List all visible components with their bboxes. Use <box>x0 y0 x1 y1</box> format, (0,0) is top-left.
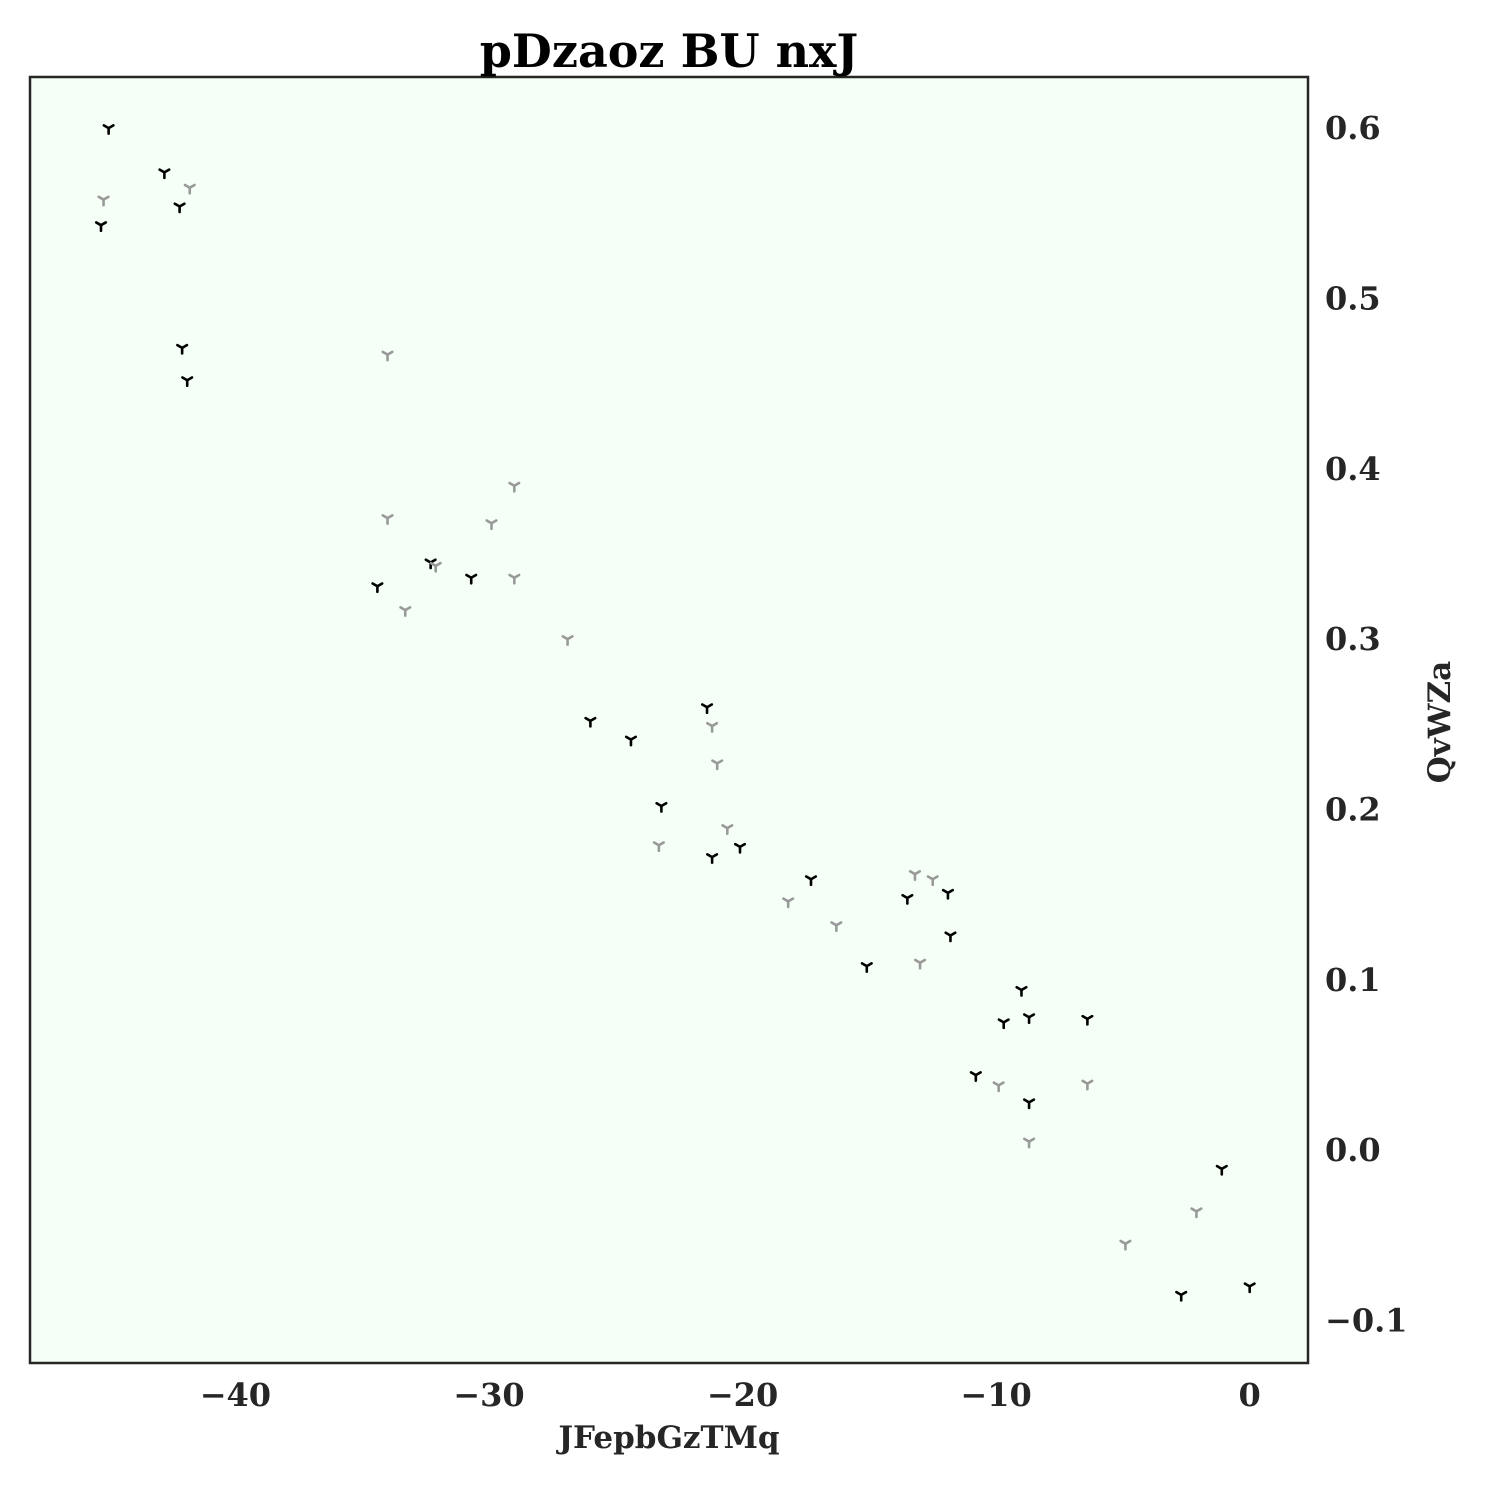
x-tick-label: −20 <box>707 1376 778 1414</box>
data-point-s1-3 <box>381 514 394 525</box>
data-point-s0-8 <box>371 582 384 594</box>
y-tick-label: 0.5 <box>1325 279 1381 317</box>
plot-frame <box>28 75 1310 1365</box>
data-point-s0-3 <box>94 221 108 232</box>
data-point-s1-16 <box>908 870 922 881</box>
y-tick-label: 0.3 <box>1325 620 1381 658</box>
x-tick-label: −10 <box>960 1376 1031 1414</box>
data-point-s0-7 <box>465 573 478 585</box>
data-point-s1-10 <box>706 721 719 733</box>
data-point-s0-18 <box>944 931 957 943</box>
data-point-s1-20 <box>1081 1079 1094 1091</box>
data-point-s0-25 <box>1023 1098 1036 1110</box>
data-point-s1-9 <box>561 635 574 646</box>
data-point-s0-19 <box>860 962 873 973</box>
data-point-s1-11 <box>711 759 724 771</box>
data-point-s1-5 <box>485 519 498 531</box>
data-point-s0-26 <box>1215 1164 1228 1176</box>
data-point-s1-21 <box>1023 1137 1036 1149</box>
data-point-s1-12 <box>721 824 734 835</box>
x-axis-label: JFepbGzTMq <box>555 1420 779 1456</box>
data-point-s1-13 <box>652 841 665 852</box>
data-point-s1-15 <box>830 921 843 933</box>
data-point-s1-0 <box>97 195 110 207</box>
data-point-s1-18 <box>913 958 927 970</box>
data-point-s1-19 <box>992 1081 1005 1093</box>
data-point-s0-21 <box>997 1018 1010 1030</box>
data-point-s0-24 <box>969 1071 982 1082</box>
data-point-s0-27 <box>1175 1290 1188 1302</box>
data-point-s0-12 <box>655 801 668 813</box>
data-point-s0-17 <box>941 888 954 900</box>
data-point-s0-23 <box>1081 1014 1094 1026</box>
x-tick-label: 0 <box>1239 1376 1261 1414</box>
data-point-s0-1 <box>158 168 171 180</box>
data-point-s1-22 <box>1190 1207 1203 1219</box>
y-axis-label: QvWZa <box>1422 661 1458 784</box>
data-point-s0-16 <box>901 893 914 905</box>
data-point-s1-1 <box>183 183 196 195</box>
y-tick-label: 0.0 <box>1325 1131 1381 1169</box>
data-point-s0-20 <box>1015 985 1028 997</box>
data-point-s0-0 <box>102 124 115 135</box>
y-axis-ticks: −0.1 0.0 0.1 0.2 0.3 0.4 0.5 0.6 <box>1325 109 1407 1339</box>
x-axis-ticks: −40 −30 −20 −10 0 <box>200 1376 1261 1414</box>
data-point-s0-9 <box>584 716 597 728</box>
data-points <box>94 124 1256 1302</box>
chart-title: pDzaoz BU nxJ <box>480 24 858 78</box>
plot-area <box>30 77 1308 1363</box>
y-tick-label: 0.4 <box>1325 450 1381 488</box>
x-tick-label: −30 <box>453 1376 524 1414</box>
data-point-s0-10 <box>624 735 638 747</box>
data-point-s0-13 <box>733 842 747 854</box>
data-point-s0-11 <box>700 703 714 715</box>
y-tick-label: 0.1 <box>1325 961 1381 999</box>
data-point-s1-6 <box>429 561 442 573</box>
data-point-s0-14 <box>706 853 719 864</box>
data-point-s1-14 <box>782 897 795 909</box>
data-point-s0-5 <box>181 376 194 387</box>
data-point-s1-2 <box>381 350 394 362</box>
y-tick-label: 0.6 <box>1325 109 1381 147</box>
data-point-s0-28 <box>1243 1282 1256 1294</box>
data-point-s0-15 <box>804 875 818 887</box>
data-point-s1-4 <box>508 481 521 493</box>
data-point-s1-23 <box>1119 1239 1132 1251</box>
data-point-s1-8 <box>399 606 412 617</box>
data-point-s1-7 <box>508 573 521 585</box>
data-point-s0-4 <box>176 343 189 355</box>
x-tick-label: −40 <box>200 1376 271 1414</box>
y-tick-label: 0.2 <box>1325 790 1381 828</box>
data-point-s0-2 <box>173 202 186 214</box>
data-point-s0-22 <box>1023 1013 1036 1025</box>
y-tick-label: −0.1 <box>1325 1301 1407 1339</box>
data-point-s1-17 <box>926 875 939 887</box>
